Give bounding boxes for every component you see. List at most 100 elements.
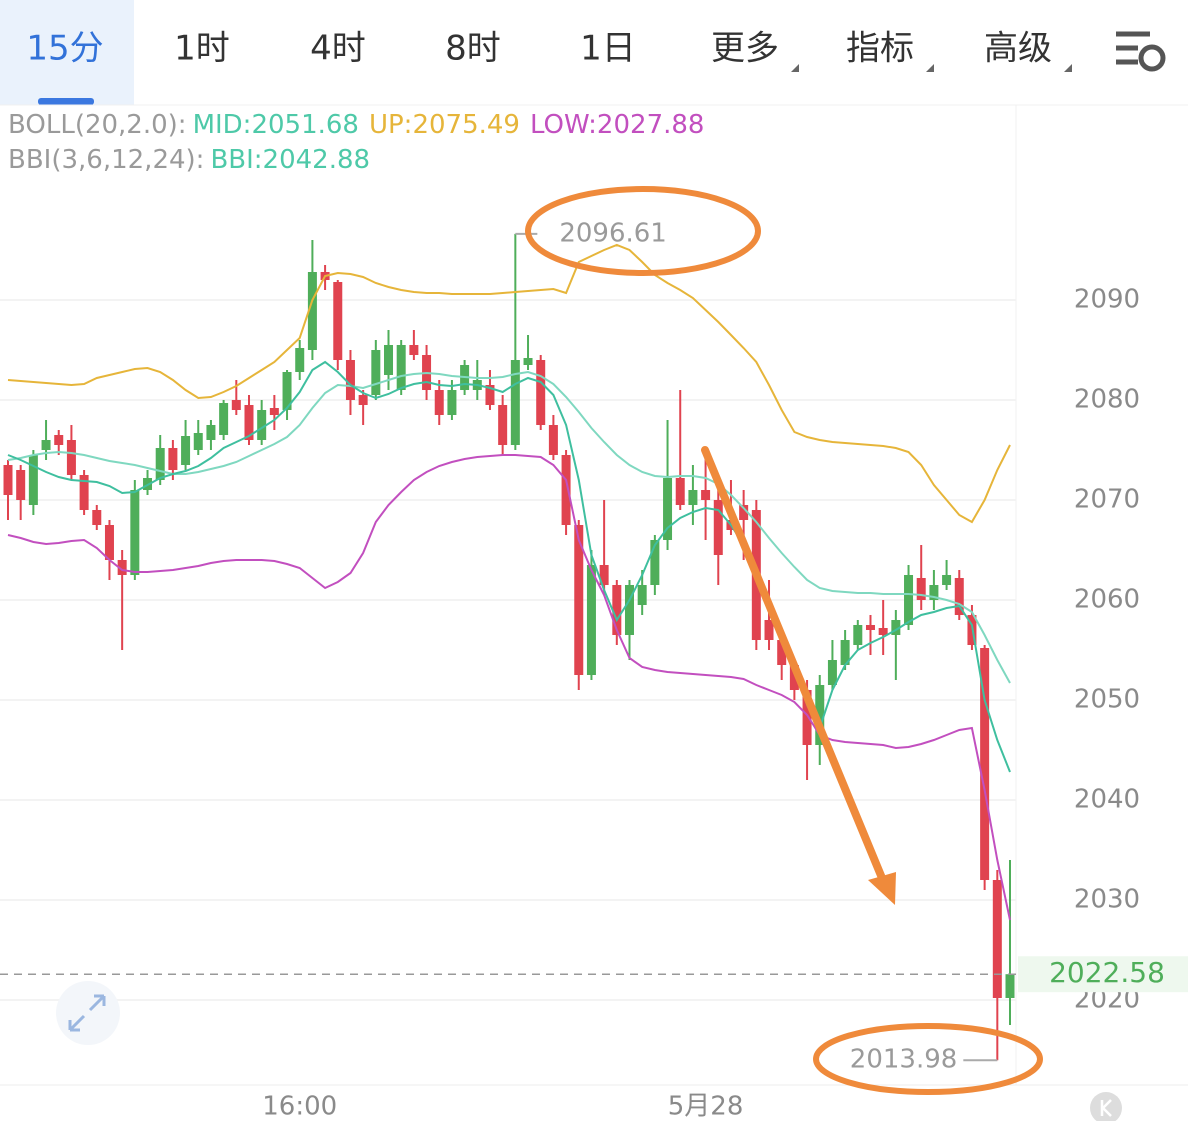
tab[interactable]: 15分 — [26, 29, 103, 69]
menu[interactable]: 高级 — [984, 29, 1052, 69]
y-tick-label: 2090 — [1074, 285, 1140, 315]
menu-caret — [926, 64, 934, 72]
candle-body — [54, 435, 64, 445]
candle-body — [193, 433, 203, 450]
candle-body — [865, 625, 875, 630]
indicator-line — [7, 454, 1011, 921]
y-tick-label: 2050 — [1074, 685, 1140, 715]
candle-body — [307, 272, 317, 350]
candle-body — [624, 585, 634, 635]
active-tab-bg — [0, 0, 134, 105]
candle-body — [815, 685, 825, 745]
candle-body — [980, 648, 990, 880]
tab[interactable]: 8时 — [445, 29, 501, 69]
tab[interactable]: 1时 — [174, 29, 230, 69]
candle-body — [155, 448, 165, 480]
candle-body — [777, 640, 787, 665]
indicator-line — [7, 360, 1011, 773]
candle-body — [942, 575, 952, 585]
max-label: 2096.61 — [559, 218, 667, 248]
candle-body — [1005, 974, 1015, 998]
candle-body — [130, 490, 140, 575]
candle-body — [282, 372, 292, 410]
indicator-line — [7, 243, 1011, 524]
candle-body — [28, 455, 38, 505]
candle-body — [904, 575, 914, 625]
x-tick-label: 5月28 — [668, 1092, 744, 1121]
candle-body — [409, 345, 419, 355]
x-tick-label: 16:00 — [262, 1092, 337, 1121]
candle-body — [3, 465, 13, 495]
candle-body — [713, 500, 723, 555]
candle-body — [396, 345, 406, 390]
candle-body — [345, 360, 355, 400]
indicator-legend: BBI(3,6,12,24): BBI:2042.88 — [8, 145, 370, 175]
candle-body — [117, 560, 127, 575]
candle-body — [41, 440, 51, 450]
candle-body — [295, 348, 305, 372]
candle-body — [92, 510, 102, 525]
candle-body — [244, 405, 254, 440]
indicator-value: BBI:2042.88 — [210, 145, 370, 175]
candle-body — [916, 578, 926, 600]
last-price-box — [1018, 956, 1188, 993]
candle-body — [891, 620, 901, 635]
candle-body — [688, 490, 698, 505]
active-tab-indicator — [38, 98, 94, 105]
candle-body — [992, 880, 1002, 998]
menu-caret — [791, 64, 799, 72]
expand-button[interactable] — [56, 981, 120, 1045]
candle-body — [485, 385, 495, 405]
candle-body — [66, 440, 76, 475]
candle-body — [675, 478, 685, 505]
candle-body — [853, 625, 863, 645]
min-label: 2013.98 — [850, 1045, 958, 1075]
candle-body — [536, 360, 546, 425]
candle-body — [104, 525, 114, 560]
y-tick-label: 2080 — [1074, 385, 1140, 415]
scroll-icon — [1100, 1099, 1112, 1117]
candle-body — [827, 660, 837, 685]
candle-body — [79, 475, 89, 510]
settings-gear — [1138, 44, 1166, 72]
candle-body — [548, 425, 558, 455]
candle-body — [789, 665, 799, 690]
candle-body — [231, 400, 241, 410]
candle-body — [637, 585, 647, 605]
candle-body — [561, 455, 571, 525]
trend-arrow-head — [868, 872, 896, 905]
candle-body — [219, 403, 229, 435]
candle-body — [510, 360, 520, 445]
indicator-value: UP:2075.49 — [369, 110, 520, 140]
last-price-label: 2022.58 — [1049, 956, 1165, 989]
menu-caret — [1064, 64, 1072, 72]
menu[interactable]: 指标 — [846, 29, 914, 69]
candle-body — [599, 565, 609, 585]
indicator-legend: BOLL(20,2.0): MID:2051.68 UP:2075.49 LOW:20… — [8, 110, 704, 140]
toolbar: 15分 1时 4时 8时 1日 更多 指标 高级 — [0, 0, 1166, 105]
candle-body — [434, 390, 444, 415]
candle-body — [574, 525, 584, 675]
candle-body — [650, 540, 660, 585]
candle-body — [701, 490, 711, 500]
tab[interactable]: 4时 — [310, 29, 366, 69]
candle-body — [663, 478, 673, 540]
menu[interactable]: 更多 — [711, 29, 779, 69]
settings-icon[interactable] — [1116, 31, 1150, 65]
indicator-value: LOW:2027.88 — [530, 110, 704, 140]
candle-body — [181, 436, 191, 465]
tab[interactable]: 1日 — [580, 29, 636, 69]
candle-body — [16, 470, 26, 500]
candle-body — [168, 448, 178, 470]
y-tick-label: 2040 — [1074, 785, 1140, 815]
candle-body — [371, 350, 381, 395]
candle-body — [878, 628, 888, 635]
indicator-label: BOLL(20,2.0): — [8, 110, 187, 140]
highlight-ellipse — [813, 1023, 1043, 1095]
y-tick-label: 2030 — [1074, 885, 1140, 915]
candle-body — [358, 395, 368, 405]
candle-body — [586, 565, 596, 675]
candle-body — [764, 620, 774, 640]
trend-arrow — [701, 446, 886, 882]
